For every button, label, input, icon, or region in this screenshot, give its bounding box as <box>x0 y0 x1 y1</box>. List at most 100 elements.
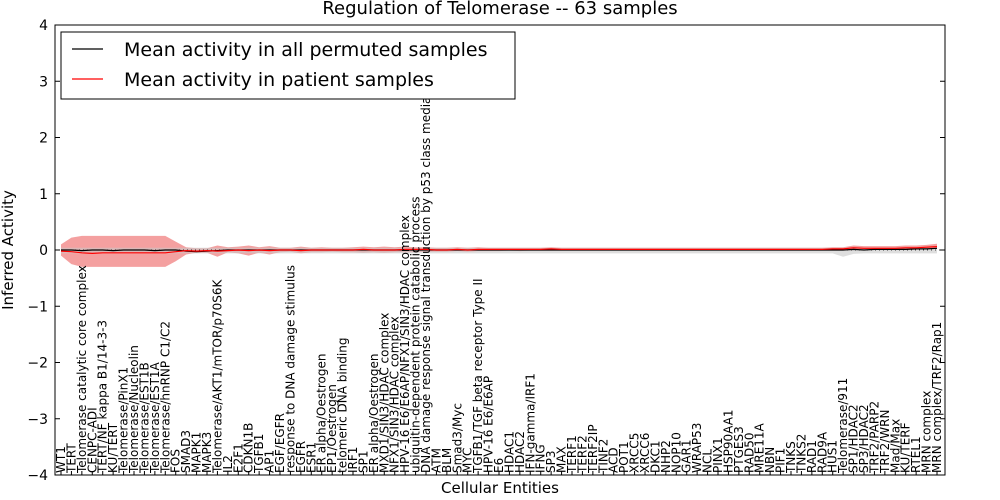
x-tick-label: TNKS2 <box>794 434 808 474</box>
x-tick-label: EGFR <box>294 441 308 473</box>
x-tick-label: TRF2/PARP2 <box>867 401 881 474</box>
y-tick-label: 1 <box>39 187 48 203</box>
x-tick-label: E6 <box>492 458 506 473</box>
x-tick-label: MYC <box>461 448 475 473</box>
x-tick-label: Mad/Max <box>888 419 902 473</box>
x-tick-label: RAD9A <box>815 431 829 473</box>
x-tick-label: ER alpha/Oestrogen <box>367 354 381 473</box>
x-tick-label: HPV-16 E6/E6AP/NFX1/SIN3/HDAC complex <box>398 215 412 473</box>
x-tick-label: WRAP53 <box>690 423 704 473</box>
x-tick-label: DKC1 <box>648 441 662 473</box>
x-tick-label: SP1/HDAC2 <box>847 404 861 473</box>
y-axis: −4 −3 −2 −1 0 1 2 3 4 <box>27 18 945 484</box>
y-tick-label: 2 <box>39 131 48 147</box>
x-tick-label: DNA damage response signal transduction … <box>419 80 433 473</box>
x-tick-label: Telomerase/911 <box>836 378 850 474</box>
x-tick-label: Telomerase catalytic core complex <box>75 265 89 474</box>
x-tick-label: HSP90AA1 <box>721 409 735 473</box>
x-tick-label: POT1 <box>617 441 631 473</box>
x-tick-label: TRF2/WRN <box>878 410 892 474</box>
x-tick-label: response to DNA damage stimulus <box>283 265 297 473</box>
x-tick-label: EGF/EGFR <box>273 413 287 473</box>
x-tick-label: NFX1/SIN3/HDAC complex <box>388 316 402 473</box>
x-tick-label: TERF2IP <box>586 424 600 474</box>
x-tick-label: KU/TERT <box>106 422 120 473</box>
x-tick-label: PINX1 <box>711 437 725 473</box>
x-tick-label: TINF2 <box>596 439 610 474</box>
x-tick-label: TGFB1/TGF beta receptor Type II <box>471 278 485 474</box>
x-tick-label: Telomerase/EST1A <box>148 361 162 474</box>
x-tick-label: Telomerase/hnRNP C1/C2 <box>158 321 172 474</box>
x-tick-label: MXD1/SIN3/HDAC complex <box>377 313 391 473</box>
plot-area <box>55 235 945 267</box>
legend-box <box>60 31 516 100</box>
y-tick-label: 3 <box>39 74 48 90</box>
x-tick-label: XRCC6 <box>638 433 652 473</box>
x-tick-label: MAX <box>555 446 569 473</box>
x-tick-label: SP3 <box>544 451 558 474</box>
legend-label-patient: Mean activity in patient samples <box>124 69 434 91</box>
x-tick-label: IL2 <box>221 455 235 473</box>
x-tick-label: TERT/NF kappa B1/14-3-3 <box>96 320 110 474</box>
x-tick-label: NCL <box>701 449 715 473</box>
y-tick-label: −3 <box>27 412 48 428</box>
x-tick-label: IRF1 <box>346 447 360 473</box>
x-tick-label: CDKN1B <box>242 423 256 473</box>
chart-title: Regulation of Telomerase -- 63 samples <box>322 0 677 19</box>
x-tick-label: E2F1 <box>231 443 245 473</box>
x-tick-label: Telomerase/PinX1 <box>117 367 131 474</box>
x-tick-label: telomeric DNA binding <box>336 338 350 474</box>
x-tick-label: TERF2 <box>575 435 589 474</box>
x-tick-label: HPV-16 E6/E6AP <box>482 376 496 473</box>
x-tick-label: IFN-gamma/IRF1 <box>523 373 537 473</box>
legend-label-permuted: Mean activity in all permuted samples <box>124 39 487 61</box>
x-tick-label: EP1/Oestrogen <box>325 384 339 473</box>
x-tick-label: XRCC5 <box>628 433 642 473</box>
x-tick-label: TERF1 <box>565 435 579 474</box>
x-tick-label: TNKS <box>784 441 798 474</box>
x-tick-label: MRN complex <box>920 391 934 473</box>
x-tick-label: ACD <box>607 447 621 473</box>
x-tick-label: SP3/HDAC2 <box>857 404 871 473</box>
x-tick-label: KU/TERF <box>899 422 913 473</box>
x-tick-label: MRN complex/TRF2/Rap1 <box>930 322 944 473</box>
series-line-patient <box>60 246 938 255</box>
x-tick-label: IFNG <box>534 444 548 473</box>
x-tick-label: MAPK3 <box>200 432 214 473</box>
x-tick-label: TERT <box>64 443 78 474</box>
x-tick-label: RTEL1 <box>909 436 923 473</box>
x-tick-label: WT1 <box>54 446 68 473</box>
x-tick-label: TGFB1 <box>252 434 266 474</box>
x-tick-label: NOP10 <box>669 432 683 473</box>
x-tick-label: ER alpha/Oestrogen <box>315 354 329 473</box>
y-tick-label: −2 <box>27 356 48 372</box>
x-tick-label: PIF1 <box>774 448 788 473</box>
x-tick-label: HDAC2 <box>513 431 527 473</box>
x-tick-label: Telomerase/EST1B <box>137 362 151 474</box>
x-tick-label: RAD50 <box>742 432 756 473</box>
x-tick-label: MAPK1 <box>190 432 204 473</box>
x-tick-label: ATM <box>429 448 443 473</box>
x-tick-label: PTGES3 <box>732 426 746 473</box>
legend: Mean activity in all permuted samples Me… <box>60 31 516 100</box>
x-tick-label: HDAC1 <box>502 431 516 473</box>
x-tick-label: AP1 <box>263 450 277 473</box>
x-tick-label: FOS <box>169 449 183 473</box>
y-tick-label: −4 <box>27 468 48 484</box>
x-tick-label: NBN <box>763 447 777 473</box>
x-tick-label: ubiquitin-dependent protein catabolic pr… <box>409 197 423 473</box>
y-tick-label: −1 <box>27 299 48 315</box>
x-tick-label: HUS1 <box>826 440 840 473</box>
x-tick-label: Smad3/Myc <box>450 403 464 473</box>
x-axis-label: Cellular Entities <box>441 479 559 497</box>
x-tick-label: BLM <box>440 448 454 473</box>
x-tick-label: CENPC-ADI <box>85 407 99 473</box>
x-tick-label: RAD1 <box>805 440 819 473</box>
x-tick-label: SMAD3 <box>179 430 193 473</box>
x-tick-label: NHP2 <box>659 440 673 473</box>
x-tick-label: Telomerase/Nucleolin <box>127 345 141 474</box>
y-tick-label: 0 <box>39 243 48 259</box>
y-tick-label: 4 <box>39 18 48 34</box>
